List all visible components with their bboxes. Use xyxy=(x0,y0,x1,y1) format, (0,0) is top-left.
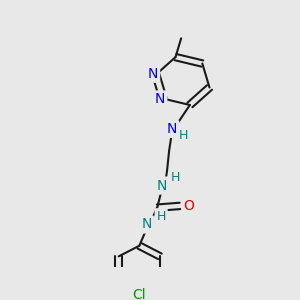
Text: O: O xyxy=(183,199,194,213)
Text: N: N xyxy=(148,67,158,81)
Text: N: N xyxy=(167,122,177,136)
Text: Cl: Cl xyxy=(133,288,146,300)
Text: N: N xyxy=(157,178,167,193)
Text: H: H xyxy=(157,210,166,223)
Text: N: N xyxy=(155,92,165,106)
Text: H: H xyxy=(179,129,189,142)
Text: H: H xyxy=(170,171,180,184)
Text: N: N xyxy=(142,218,152,232)
